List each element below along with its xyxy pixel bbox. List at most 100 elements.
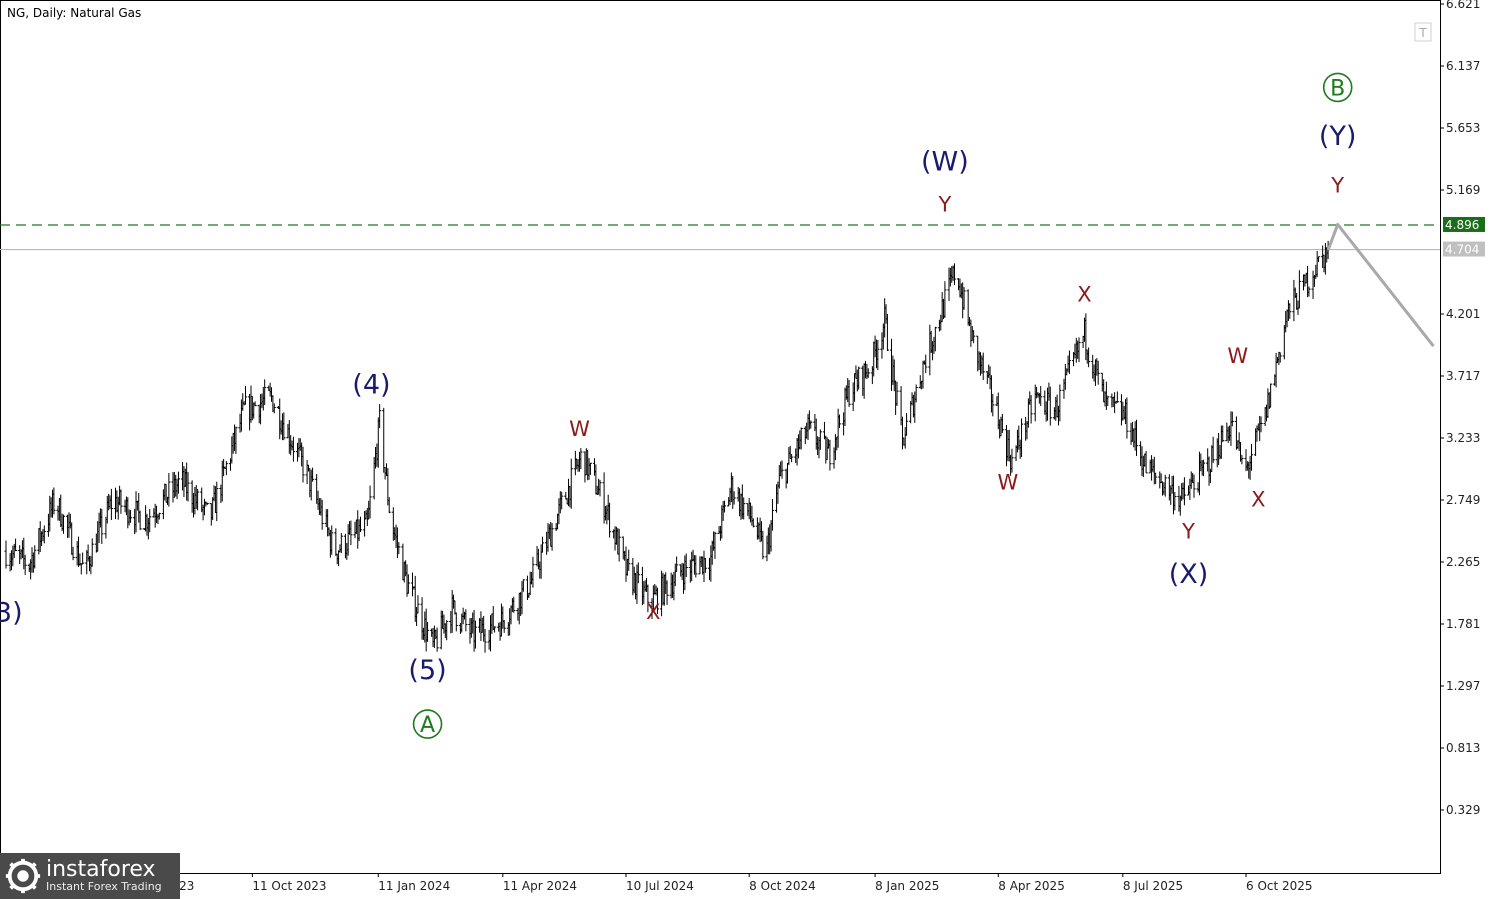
ohlc-bar [13,538,18,552]
ohlc-bar [1106,395,1110,406]
ohlc-bar [818,429,822,450]
ohlc-bar [876,340,880,371]
ohlc-bar [962,287,966,310]
ohlc-bar [770,499,775,531]
ohlc-bar [176,471,181,494]
ohlc-bar [828,439,832,471]
ohlc-bar [23,554,27,575]
ohlc-bar [473,620,478,649]
ohlc-bar [684,553,688,578]
ohlc-bar [109,488,113,520]
ohlc-bar [665,580,669,605]
ohlc-bar [732,491,736,505]
ohlc-bar [933,326,937,352]
ohlc-bar [167,473,171,507]
plot-frame [0,0,1441,874]
ohlc-bar [263,379,267,405]
ohlc-bar [349,520,353,546]
y-tick-label: 3.717 [1446,369,1480,383]
ohlc-bar [378,404,382,429]
price-level-label: 4.896 [1445,218,1479,232]
ohlc-bar [627,549,631,571]
y-axis: 6.621 6.137 5.653 5.169 4.201 3.717 3.233 2.749… [1440,0,1480,817]
ohlc-bar [310,467,315,482]
x-tick-label: 6 Oct 2025 [1246,879,1313,893]
price-level-box [1443,241,1485,257]
ohlc-bar [952,263,957,286]
ohlc-bar [243,385,248,405]
y-tick-label: 5.653 [1446,121,1480,135]
ohlc-bar [320,499,324,530]
ohlc-bar [972,330,976,344]
price-level-label: 4.704 [1445,243,1479,257]
y-tick-label: 4.201 [1446,307,1480,321]
wave-label: W [569,417,590,441]
ohlc-bar [100,508,104,544]
ohlc-bar [282,412,286,441]
ohlc-bar [799,427,803,450]
chart-title: NG, Daily: Natural Gas [7,6,141,20]
ohlc-bar [1211,436,1215,463]
ohlc-bar [368,485,372,519]
ohlc-bar [464,609,468,632]
forecast-line [1326,222,1435,348]
ohlc-bar [722,500,727,513]
wave-label: X [1251,487,1265,511]
wave-label: (4) [352,370,390,401]
ohlc-bar [540,536,545,553]
ohlc-bar [885,313,890,351]
ohlc-bar [445,620,449,641]
ohlc-bar [646,584,650,613]
ohlc-bar [751,518,755,528]
y-tick-label: 2.749 [1446,493,1480,507]
ohlc-bar [857,366,861,390]
ohlc-bar [991,393,995,417]
ohlc-bar [1269,383,1273,408]
ohlc-bar [334,528,338,556]
ohlc-bar [493,626,497,633]
ohlc-bar [1316,256,1321,263]
y-tick-label: 1.781 [1446,617,1480,631]
wave-label: X [1077,282,1091,306]
ohlc-bar [588,462,593,475]
wave-circle-marker [412,709,443,739]
ohlc-bars [4,240,1330,653]
ohlc-bar [550,523,554,551]
ohlc-bar [1292,279,1296,322]
ohlc-bar [52,487,56,515]
ohlc-bar [301,446,305,483]
wave-label: W [1227,344,1248,368]
x-tick-label: 8 Apr 2025 [998,879,1065,893]
ohlc-bar [272,403,276,414]
ohlc-bar [1010,448,1014,473]
ohlc-bar [186,472,190,502]
ohlc-bar [837,414,842,429]
logo: instaforex Instant Forex Trading [0,853,180,899]
ohlc-bar [981,352,985,381]
ohlc-bar [1058,384,1062,422]
ohlc-bar [291,436,296,462]
ohlc-bar [790,454,794,463]
ohlc-bar [1297,270,1301,309]
ohlc-bar [531,556,535,588]
ohlc-bar [1077,337,1081,363]
ohlc-bar [521,579,525,592]
ohlc-bar [761,530,765,560]
ohlc-bar [1240,454,1244,465]
ohlc-bar [339,533,343,554]
y-tick-label: 1.297 [1446,679,1480,693]
ohlc-bar [924,354,928,374]
ohlc-bar [397,542,401,555]
x-tick-label: 8 Jan 2025 [875,879,939,893]
ohlc-bar [1067,350,1072,374]
y-tick-label: 5.169 [1446,183,1480,197]
ohlc-bar [1144,451,1148,474]
y-tick-label: 6.137 [1446,59,1480,73]
toolbar-t-icon[interactable]: T [1414,22,1432,42]
ohlc-bar [410,572,415,597]
ohlc-bar [1087,347,1091,368]
ohlc-bar [387,497,391,514]
ohlc-bar [1125,397,1129,439]
